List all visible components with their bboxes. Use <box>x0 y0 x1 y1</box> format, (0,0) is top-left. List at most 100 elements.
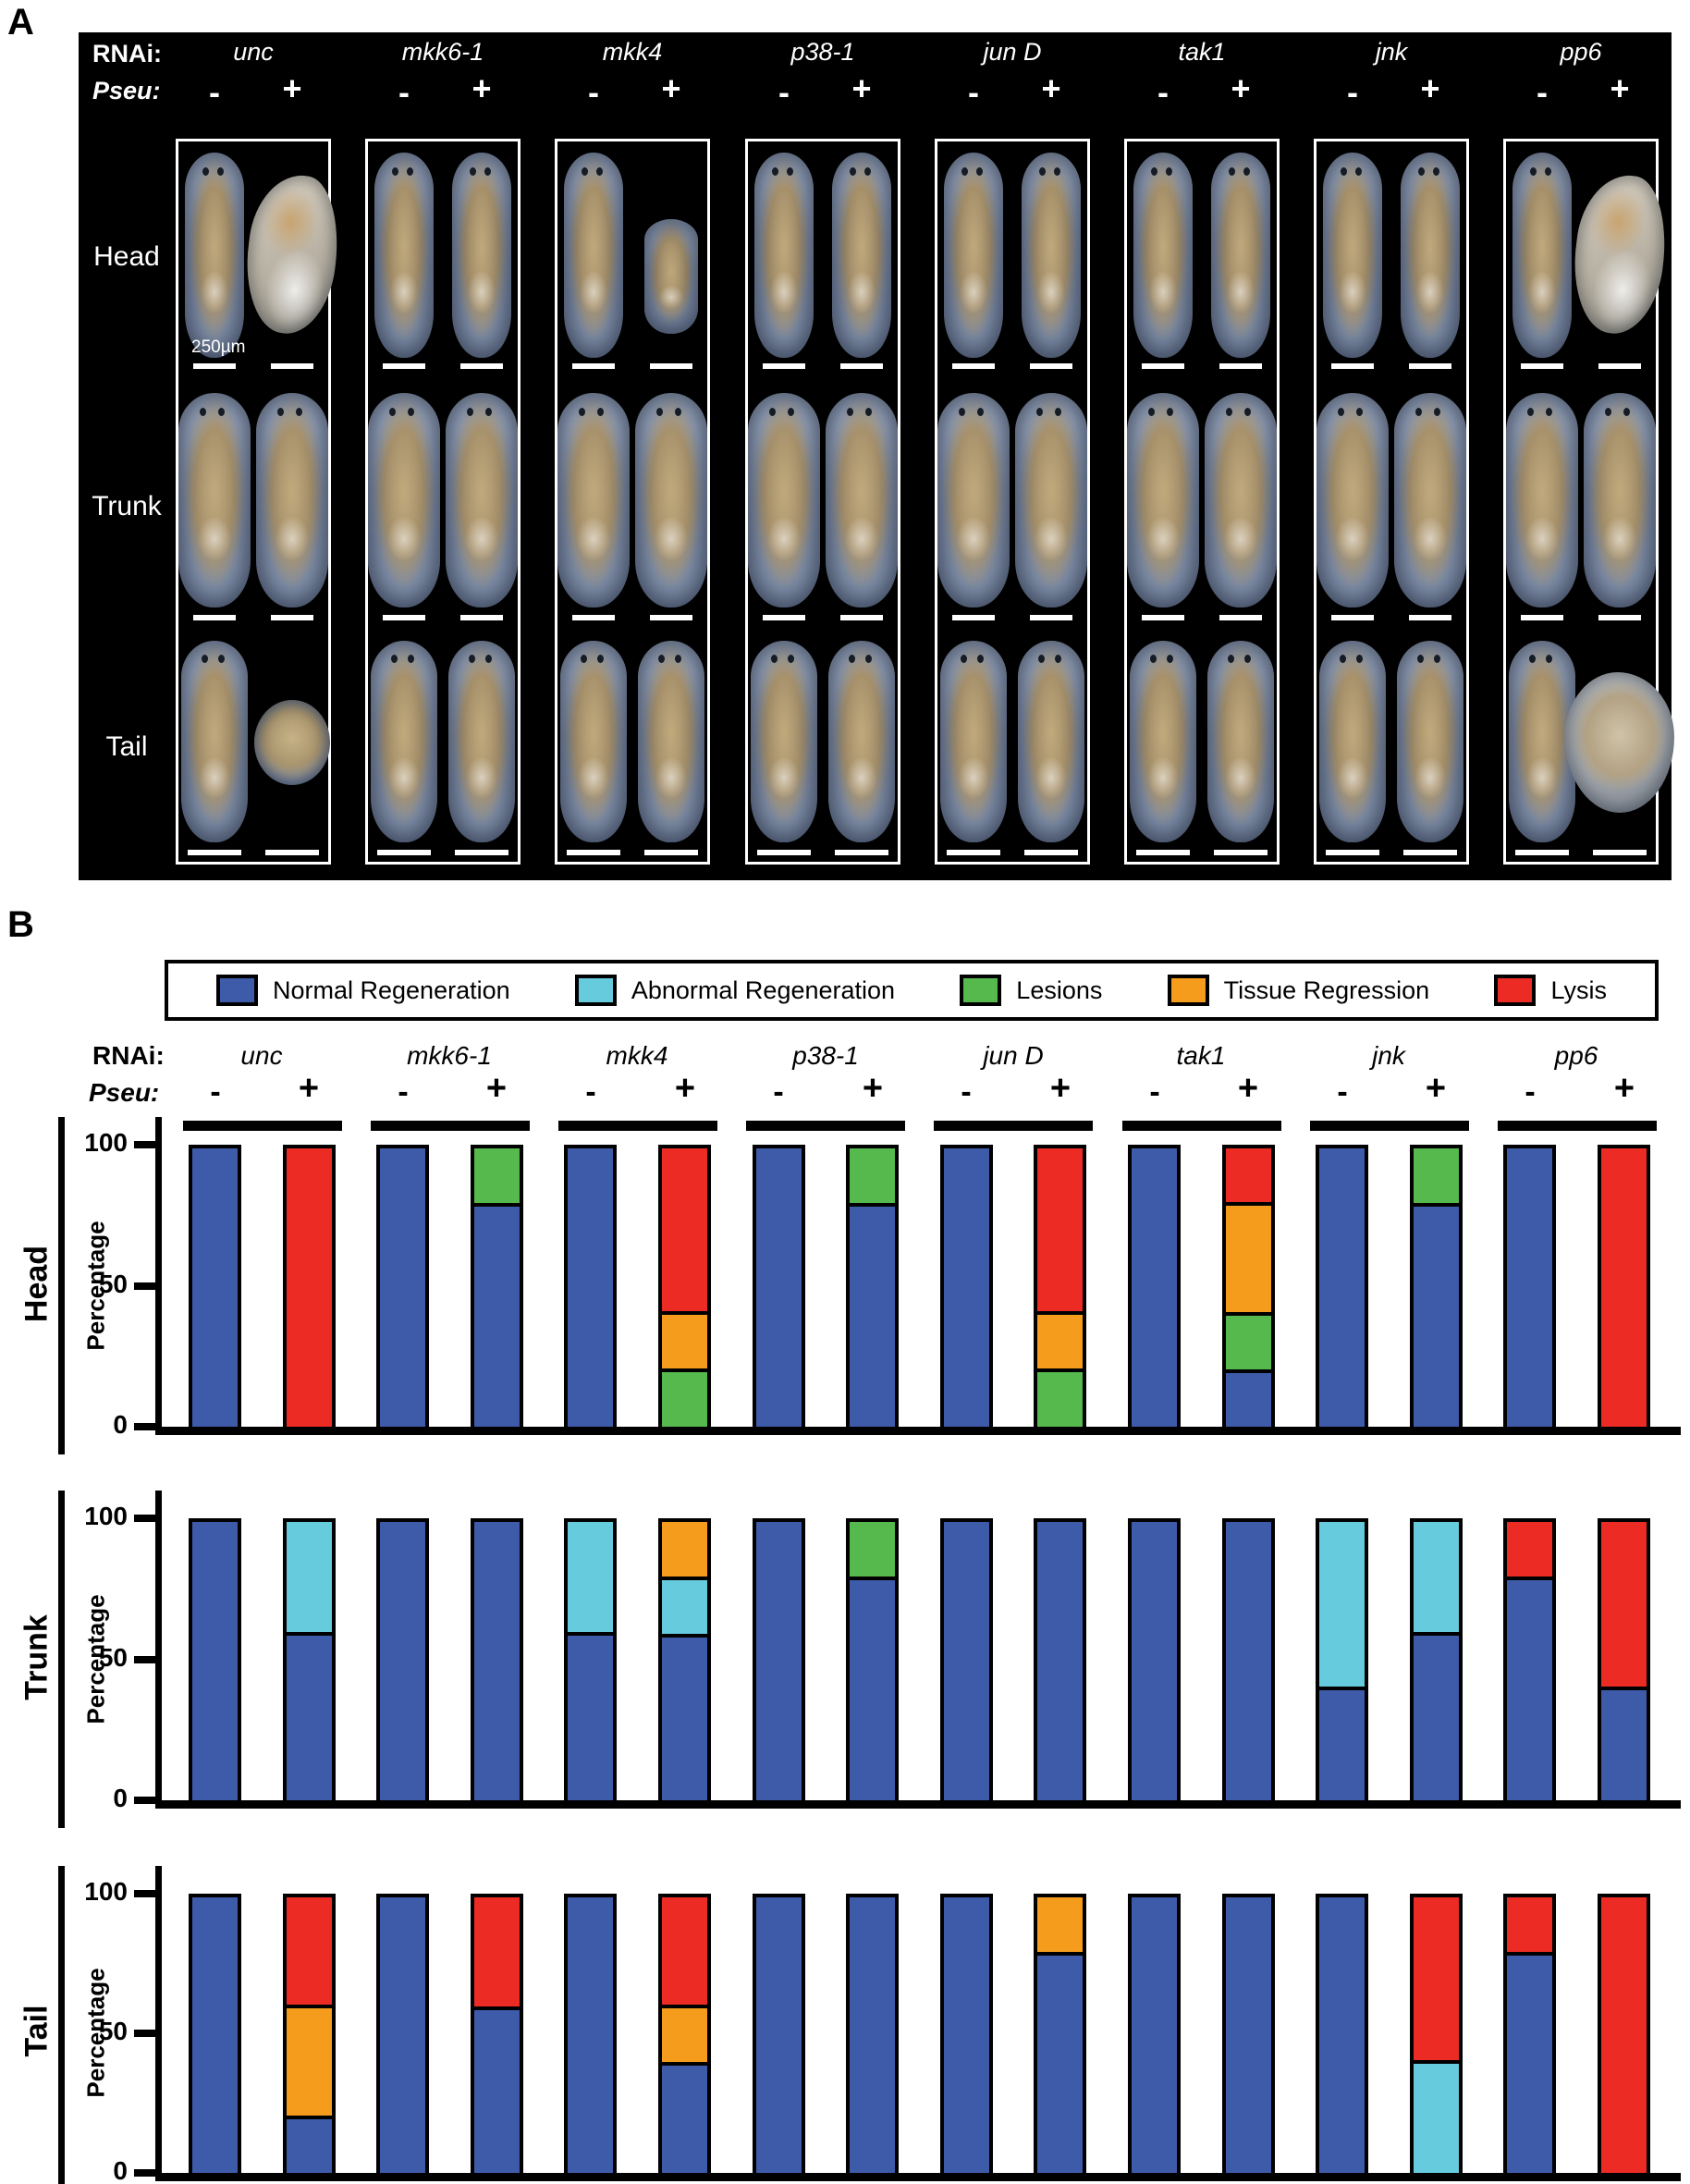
scale-bar <box>460 615 503 620</box>
image-box-p38-1 <box>745 139 900 865</box>
worm-image-normal <box>368 393 440 607</box>
worm-eye <box>674 655 681 664</box>
worm-eye <box>1054 408 1061 417</box>
worm-eye <box>1166 655 1173 664</box>
worm-eye <box>467 408 474 417</box>
worm-eye <box>787 655 794 664</box>
panel-a-background: RNAi: Pseu: unc - + mkk6-1- + mkk4- + p38-1- + ju… <box>79 32 1674 880</box>
scale-bar <box>1403 850 1457 855</box>
worm-eye <box>580 655 587 664</box>
pseu-plus-label: + <box>471 69 492 107</box>
worm-image-normal <box>185 153 244 358</box>
y-tick <box>134 1141 159 1148</box>
worm-image-normal <box>560 641 627 842</box>
scale-bar <box>1331 615 1374 620</box>
scale-bar <box>1598 615 1641 620</box>
image-box-mkk6-1 <box>365 139 520 865</box>
y-tick-label: 0 <box>113 2156 128 2184</box>
worm-eye <box>217 408 225 417</box>
bar-segment-normal <box>1132 1148 1177 1427</box>
worm-eye <box>770 655 778 664</box>
stacked-bar-head-jnk-minus <box>1316 1145 1368 1430</box>
bar-segments <box>287 1522 332 1800</box>
bar-segment-lysis <box>1507 1522 1552 1577</box>
bar-segment-lysis <box>662 1148 707 1311</box>
stacked-bar-tail-mkk4-plus <box>658 1894 711 2177</box>
bar-segment-normal <box>850 1577 895 1800</box>
bar-segment-lesions <box>1226 1312 1271 1370</box>
bar-segment-abnormal <box>568 1522 613 1632</box>
bar-segments <box>756 1897 802 2173</box>
bar-segment-regression <box>662 1310 707 1369</box>
chart-pseu-plus-label: + <box>1049 1069 1072 1108</box>
scale-bar <box>840 615 883 620</box>
stacked-bar-tail-unc-minus <box>189 1894 241 2177</box>
stacked-bar-tail-jnk-plus <box>1410 1894 1463 2177</box>
image-box-pp6 <box>1503 139 1674 865</box>
bar-segments <box>474 1522 520 1800</box>
section-divider-line <box>58 1117 65 1454</box>
scale-bar <box>1142 615 1184 620</box>
worm-image-normal <box>178 393 251 607</box>
bar-segment-normal <box>1601 1687 1647 1800</box>
chart-condition-label: mkk4 <box>606 1041 668 1070</box>
worm-eye <box>1530 166 1537 176</box>
worm-image-ball <box>254 700 330 785</box>
worm-image-bigblob <box>1565 672 1674 813</box>
bar-segments <box>1507 1522 1552 1800</box>
pseu-minus-label: - <box>1157 73 1169 111</box>
stacked-bar-trunk-mkk6-1-plus <box>471 1518 523 1804</box>
bar-segment-abnormal <box>1414 2060 1459 2173</box>
pseu-plus-label: + <box>851 69 872 107</box>
bar-segment-normal <box>380 1522 425 1800</box>
worm-eye <box>389 408 397 417</box>
bar-segment-normal <box>568 1897 613 2173</box>
stacked-bar-trunk-mkk4-plus <box>658 1518 711 1804</box>
stacked-bar-tail-jun D-plus <box>1034 1894 1086 2177</box>
worm-image-normal <box>1584 393 1656 607</box>
scale-bar <box>1142 363 1184 369</box>
worm-eye <box>484 655 492 664</box>
pair-underline <box>371 1121 530 1131</box>
section-divider-line <box>58 1866 65 2184</box>
scale-bar <box>572 363 615 369</box>
bar-segments <box>568 1522 613 1800</box>
worm-image-normal <box>940 641 1007 842</box>
worm-eye <box>1418 166 1426 176</box>
rnai-condition-label: p38-1 <box>790 38 855 66</box>
legend-label: Normal Regeneration <box>273 975 510 1004</box>
worm-eye <box>657 655 665 664</box>
worm-eye <box>1341 166 1348 176</box>
bar-segment-normal <box>1507 1951 1552 2173</box>
pseu-plus-label: + <box>1610 69 1630 107</box>
worm-eye <box>1149 655 1157 664</box>
scale-bar <box>455 850 508 855</box>
rnai-row-label: RNAi: <box>92 1041 165 1070</box>
rnai-condition-label: tak1 <box>1178 38 1226 66</box>
bar-segment-normal <box>1226 1897 1271 2173</box>
y-tick <box>134 1423 159 1430</box>
y-tick <box>134 1656 159 1663</box>
bar-segment-normal <box>1132 1522 1177 1800</box>
scale-bar <box>1326 850 1379 855</box>
pair-underline <box>183 1121 342 1131</box>
bar-segment-regression <box>662 2005 707 2062</box>
stacked-bar-head-mkk4-minus <box>564 1145 617 1430</box>
pair-underline <box>1122 1121 1281 1131</box>
chart-pseu-minus-label: - <box>585 1074 596 1110</box>
stacked-bar-tail-mkk4-minus <box>564 1894 617 2177</box>
bar-segment-normal <box>1132 1897 1177 2173</box>
worm-eye <box>1527 408 1535 417</box>
worm-eye <box>217 166 225 176</box>
scale-bar <box>1024 850 1078 855</box>
chart-pseu-minus-label: - <box>210 1074 221 1110</box>
bar-segment-lysis <box>287 1897 332 2005</box>
worm-image-normal <box>1018 641 1084 842</box>
stacked-bar-tail-p38-1-plus <box>846 1894 899 2177</box>
scale-bar <box>1409 615 1451 620</box>
bar-segment-normal <box>944 1897 989 2173</box>
worm-eye <box>1054 655 1061 664</box>
bar-segment-normal <box>662 2062 707 2173</box>
worm-image-normal <box>1211 153 1270 358</box>
bar-segment-normal <box>1414 1631 1459 1800</box>
